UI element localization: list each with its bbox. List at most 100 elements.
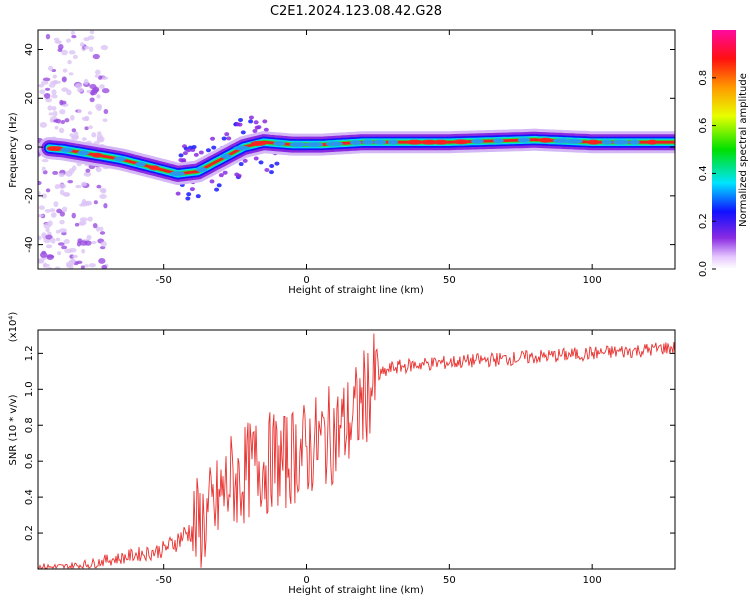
ridge-blob <box>362 139 374 145</box>
spectral-speckle <box>99 231 106 235</box>
spectral-speckle <box>80 181 87 187</box>
spectral-speckle <box>61 206 68 213</box>
spectral-speckle <box>242 158 248 163</box>
ridge-blob <box>273 141 286 147</box>
spectral-speckle <box>209 179 215 184</box>
spectral-speckle <box>268 170 274 175</box>
spectral-speckle <box>58 127 65 134</box>
spectral-speckle <box>59 109 66 115</box>
spectral-speckle <box>83 171 92 177</box>
spectral-speckle <box>83 264 89 268</box>
spectral-speckle <box>68 72 74 76</box>
spectral-speckle <box>186 148 192 153</box>
ridge-blob <box>113 156 126 162</box>
spectral-speckle <box>50 237 56 244</box>
x-tick-label: 0 <box>303 275 309 286</box>
spectral-speckle <box>53 119 58 123</box>
spectral-speckle <box>67 179 74 184</box>
spectral-speckle <box>99 84 105 89</box>
spectral-speckle <box>66 263 71 268</box>
spectral-speckle <box>100 76 109 80</box>
spectral-speckle <box>41 159 49 163</box>
spectral-speckle <box>103 203 108 209</box>
ridge-blob <box>612 139 630 145</box>
y-tick-label: 0.2 <box>24 525 35 541</box>
spectral-speckle <box>96 94 101 99</box>
snr-x-axis-label: Height of straight line (km) <box>288 585 424 596</box>
spectral-speckle <box>89 30 95 35</box>
spectral-speckle <box>274 161 280 166</box>
spectral-speckle <box>252 128 258 133</box>
spectral-speckle <box>84 126 89 131</box>
snr-series-line <box>38 333 675 569</box>
spectral-speckle <box>99 187 107 193</box>
spectral-speckle <box>248 119 254 124</box>
spectral-speckle <box>62 68 68 73</box>
x-tick-label: 0 <box>303 575 309 586</box>
spectral-speckle <box>101 241 107 247</box>
spectral-speckle <box>88 125 93 130</box>
spectral-speckle <box>238 162 244 167</box>
spectral-speckle <box>175 191 181 196</box>
spectral-speckle <box>53 37 60 42</box>
spectral-speckle <box>269 164 275 169</box>
spectral-speckle <box>186 192 192 197</box>
ridge-blob <box>388 139 399 145</box>
ridge-blob <box>629 139 640 145</box>
spectral-speckle <box>47 105 53 111</box>
x-tick-label: -50 <box>156 575 172 586</box>
spectral-speckle <box>77 109 82 114</box>
spectral-speckle <box>96 184 102 189</box>
spectral-speckle <box>54 266 61 269</box>
spectral-speckle <box>75 83 82 89</box>
spectral-speckle <box>57 251 62 256</box>
spectrogram-plot-area <box>38 30 675 269</box>
spectral-speckle <box>45 227 50 233</box>
spectral-speckle <box>55 237 61 242</box>
spectral-speckle <box>54 183 60 190</box>
spectral-speckle <box>44 87 51 91</box>
spectral-speckle <box>262 119 268 124</box>
ridge-blob <box>493 138 504 144</box>
spectral-speckle <box>64 118 70 123</box>
spectral-speckle <box>99 246 106 250</box>
spectral-speckle <box>59 228 67 233</box>
spectral-speckle <box>41 166 46 172</box>
snr-y-axis-label: SNR (10 * v/v) <box>8 394 19 465</box>
x-tick-label: 100 <box>583 275 602 286</box>
spectral-speckle <box>48 112 54 116</box>
spectral-speckle <box>40 80 49 85</box>
spectral-speckle <box>87 111 93 115</box>
spectral-speckle <box>235 122 241 127</box>
spectral-speckle <box>89 84 97 90</box>
spectral-speckle <box>91 240 97 245</box>
spectral-speckle <box>79 240 88 246</box>
spectral-speckle <box>39 121 48 128</box>
spectrogram-frame <box>37 29 676 270</box>
x-tick-label: 50 <box>443 575 456 586</box>
ridge-blob <box>373 139 387 145</box>
spectral-speckle <box>72 54 78 60</box>
snr-y-ticks: 0.2 0.4 0.6 0.8 1.0 1.2 <box>24 345 675 541</box>
spectral-speckle <box>263 127 269 132</box>
spectral-speckle <box>76 87 84 93</box>
spectral-speckle <box>39 252 48 258</box>
spectral-speckle <box>38 83 45 88</box>
spectral-speckle <box>52 110 58 117</box>
colorbar-ticks: 0.0 0.2 0.4 0.6 0.8 <box>698 70 716 277</box>
ridge-blob <box>433 139 449 145</box>
spectral-speckle <box>51 89 57 96</box>
ridge-blob <box>195 167 208 173</box>
colorbar <box>712 30 736 269</box>
ridge-blob <box>517 137 531 143</box>
spectral-speckle <box>38 258 45 263</box>
snr-plot-area <box>38 333 675 569</box>
ridge-blob <box>601 139 613 145</box>
snr-x-ticks: -50 0 50 100 <box>156 330 602 586</box>
spectral-speckle <box>45 188 51 193</box>
spectral-speckle <box>95 103 103 110</box>
ridge-blob <box>587 139 600 145</box>
spectral-speckle <box>38 214 44 218</box>
spectral-speckle <box>89 46 94 52</box>
